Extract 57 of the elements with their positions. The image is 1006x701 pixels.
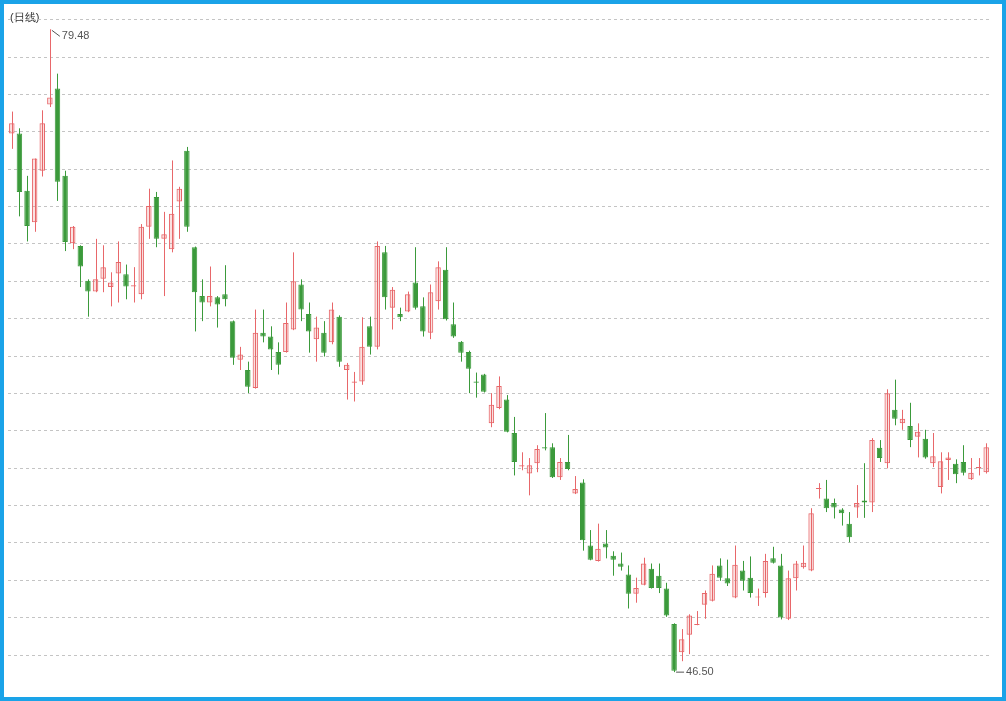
candlestick: [815, 482, 822, 500]
candlestick: [968, 457, 974, 481]
candlestick: [610, 550, 616, 577]
candlestick: [930, 432, 936, 468]
candlestick: [298, 278, 304, 322]
candlestick: [709, 564, 715, 602]
candlestick: [892, 379, 898, 426]
candlestick: [9, 111, 15, 150]
candlestick: [793, 560, 799, 591]
candlestick: [138, 223, 144, 300]
candlestick: [846, 511, 852, 543]
candlestick: [146, 188, 152, 240]
candlestick: [161, 211, 167, 297]
candlestick: [869, 437, 875, 513]
candlestick: [100, 244, 106, 293]
candlestick: [808, 507, 814, 572]
candlestick: [701, 590, 708, 620]
candlestick: [595, 523, 601, 563]
candlestick: [481, 373, 487, 393]
candlestick: [374, 240, 380, 350]
candlestick: [625, 564, 632, 609]
candlestick: [717, 557, 723, 582]
candlestick: [92, 238, 99, 293]
candlestick: [907, 402, 913, 448]
candlestick: [983, 442, 989, 474]
annotation: 46.50: [686, 665, 714, 678]
candlestick: [237, 346, 243, 371]
candlestick: [656, 563, 662, 594]
candlestick: [283, 302, 289, 354]
candlestick: [435, 260, 441, 311]
candlestick: [47, 28, 53, 108]
candlestick: [747, 555, 753, 599]
candlestick: [945, 451, 951, 481]
candlestick: [854, 484, 860, 519]
candlestick: [85, 278, 91, 318]
candlestick: [222, 264, 228, 307]
candlestick: [732, 545, 738, 599]
candlestick: [496, 375, 502, 410]
candlestick: [359, 316, 365, 386]
candlestick: [123, 264, 129, 300]
candlestick: [420, 296, 426, 338]
candlestick: [458, 340, 464, 363]
annotation: 79.48: [61, 29, 90, 42]
candlestick: [260, 309, 266, 343]
candlestick: [199, 278, 205, 322]
candlestick: [206, 266, 213, 307]
candlestick: [884, 388, 890, 469]
candlestick: [534, 444, 540, 473]
candlestick: [831, 498, 837, 519]
candlestick: [557, 457, 563, 481]
candlestick: [450, 302, 457, 339]
candlestick: [245, 361, 251, 394]
candlestick: [633, 577, 639, 604]
candlestick: [404, 291, 411, 313]
candlestick: [526, 457, 533, 496]
candlestick: [321, 320, 327, 357]
candlestick: [115, 240, 122, 303]
